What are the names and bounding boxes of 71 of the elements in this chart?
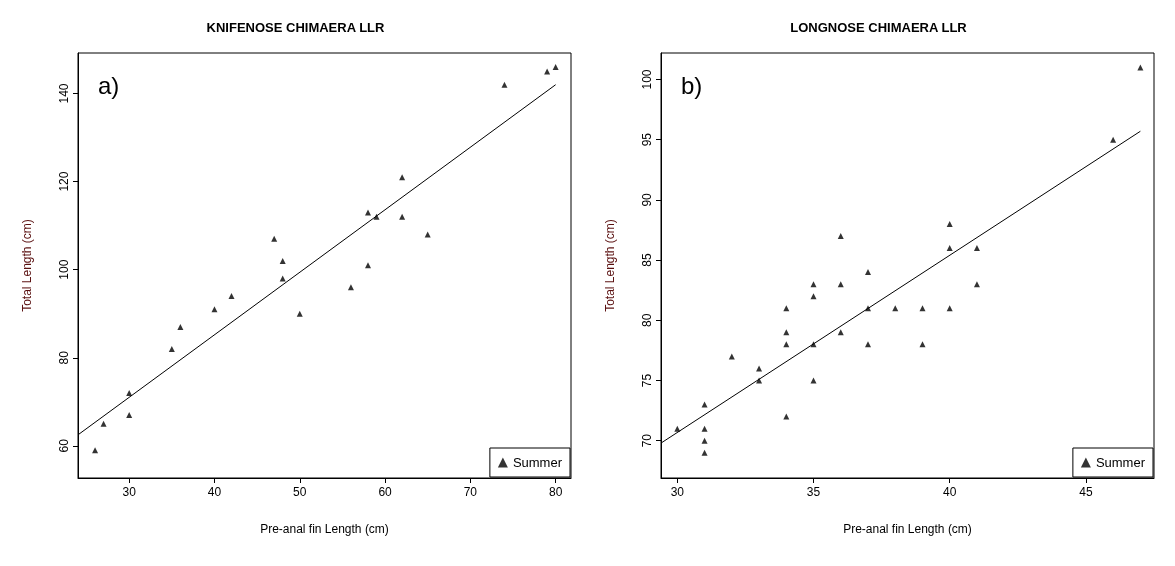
x-tick-label: 80 [548, 485, 563, 499]
legend-label: Summer [1095, 455, 1146, 470]
chart-title: LONGNOSE CHIMAERA LLR [790, 20, 968, 35]
x-tick-label: 40 [943, 485, 957, 499]
y-axis-title: Total Length (cm) [20, 219, 34, 312]
annotation: b) [681, 71, 703, 99]
point [674, 425, 681, 432]
point [837, 233, 844, 239]
point [100, 420, 107, 427]
point [365, 209, 371, 216]
x-tick-label: 60 [378, 485, 393, 499]
point [92, 447, 99, 454]
point [919, 305, 926, 312]
y-tick-label: 95 [640, 132, 654, 147]
y-tick-label: 140 [57, 83, 71, 104]
x-tick-label: 30 [122, 485, 137, 499]
point [865, 305, 872, 312]
y-tick-label: 100 [57, 259, 71, 280]
x-tick-label: 30 [670, 485, 685, 499]
x-tick-label: 50 [293, 485, 307, 499]
x-tick-label: 45 [1079, 485, 1093, 499]
legend-label: Summer [512, 455, 563, 470]
point [973, 281, 980, 288]
point [701, 437, 708, 444]
y-tick-label: 90 [640, 192, 654, 207]
point [919, 341, 926, 348]
point [279, 257, 286, 264]
point [399, 213, 406, 220]
point [946, 245, 953, 252]
y-tick-label: 60 [57, 438, 71, 453]
x-tick-label: 35 [806, 485, 821, 499]
point [365, 262, 371, 269]
y-tick-label: 120 [57, 171, 71, 192]
point [552, 64, 559, 71]
chart-title: KNIFENOSE CHIMAERA LLR [206, 20, 386, 35]
point [865, 269, 872, 276]
point [783, 413, 790, 420]
y-tick-label: 100 [640, 69, 654, 90]
y-tick-label: 75 [640, 373, 654, 388]
point [946, 220, 953, 227]
point [701, 401, 708, 408]
point [701, 449, 708, 456]
x-tick-label: 70 [463, 485, 478, 499]
point [271, 235, 278, 242]
point [810, 293, 817, 300]
point [126, 390, 133, 396]
point [810, 281, 817, 288]
point [701, 425, 708, 432]
y-tick-label: 70 [640, 433, 654, 448]
y-tick-label: 85 [640, 253, 654, 267]
point [126, 412, 133, 419]
point [399, 174, 406, 181]
point [228, 293, 235, 300]
point [296, 310, 303, 317]
point [973, 245, 980, 252]
point [373, 213, 380, 220]
y-tick-label: 80 [57, 350, 71, 365]
point [865, 341, 872, 348]
point [347, 284, 354, 291]
y-tick-label: 80 [640, 313, 654, 327]
y-axis-title: Total Length (cm) [603, 219, 617, 312]
point [177, 323, 184, 330]
x-axis-title: Pre-anal fin Length (cm) [260, 522, 389, 536]
point [168, 345, 175, 352]
point [810, 341, 817, 348]
point [501, 81, 508, 88]
x-axis-title: Pre-anal fin Length (cm) [843, 522, 972, 536]
x-tick-label: 40 [207, 485, 222, 499]
point [1110, 136, 1117, 143]
annotation: a) [98, 71, 120, 99]
point [211, 306, 218, 313]
